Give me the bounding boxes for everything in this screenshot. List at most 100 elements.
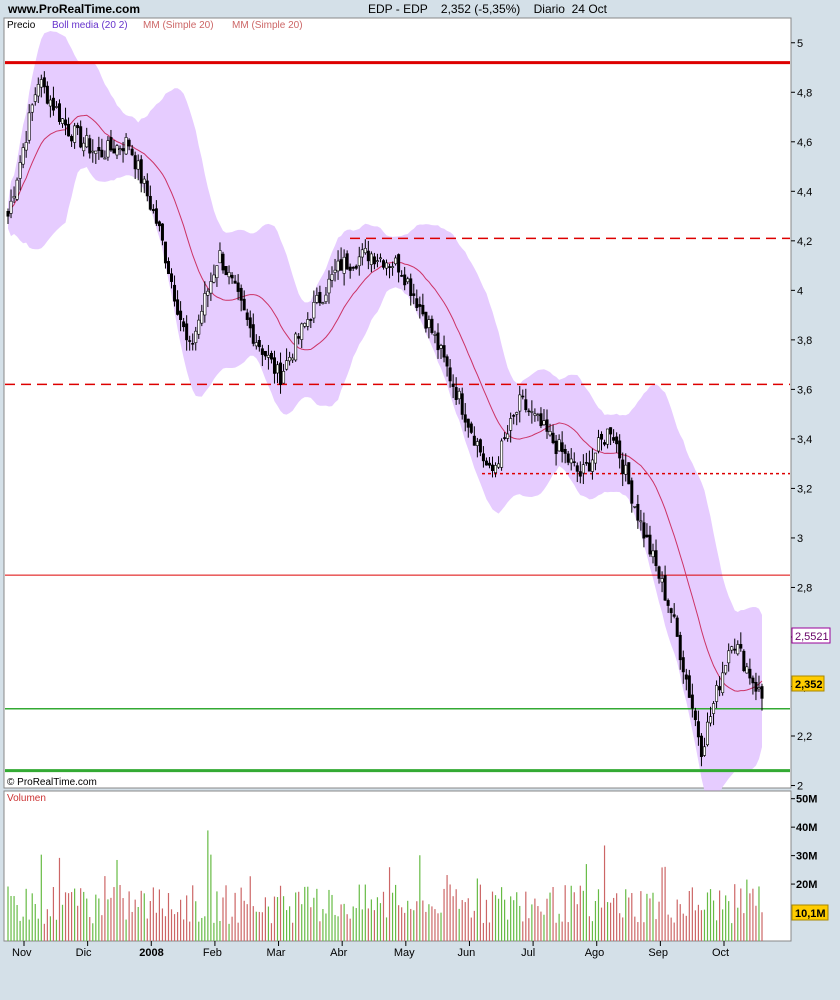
- price-tick-label: 2,8: [797, 582, 812, 594]
- candle-body: [24, 142, 28, 151]
- candle-body: [121, 148, 125, 152]
- candle-body: [566, 453, 570, 463]
- legend-price: Precio: [7, 20, 36, 31]
- price-tick-label: 4,6: [797, 137, 812, 149]
- candle-body: [79, 126, 83, 148]
- candle-body: [639, 520, 643, 523]
- candle-body: [460, 393, 464, 415]
- candle-body: [569, 458, 573, 464]
- candle-body: [394, 257, 398, 265]
- candle-body: [418, 304, 422, 307]
- candle-body: [333, 269, 337, 273]
- candle-body: [687, 675, 691, 698]
- candle-body: [618, 440, 622, 459]
- candle-body: [294, 333, 298, 361]
- candle-body: [754, 681, 758, 692]
- candle-body: [170, 273, 174, 282]
- candle-body: [433, 334, 437, 336]
- candle-body: [245, 312, 249, 320]
- candle-body: [297, 336, 301, 339]
- candle-body: [6, 211, 10, 217]
- last-volume-text: 10,1M: [795, 908, 826, 920]
- candle-body: [118, 148, 122, 150]
- candle-body: [718, 686, 722, 691]
- volume-panel: [3, 790, 792, 942]
- candle-body: [696, 721, 700, 738]
- candle-body: [309, 319, 313, 321]
- candle-body: [221, 253, 225, 271]
- candle-body: [70, 136, 74, 142]
- chart-title: EDP - EDP 2,352 (-5,35%) Diario 24 Oct: [368, 2, 607, 16]
- candle-body: [751, 677, 755, 684]
- price-tick-label: 4,8: [797, 87, 812, 99]
- candle-body: [166, 261, 170, 274]
- time-axis: Nov Dic 2008 Feb Mar Abr May Jun Jul Ago Sep Oct: [12, 941, 729, 959]
- candle-body: [593, 452, 597, 464]
- candle-body: [587, 462, 591, 472]
- price-tick-label: 3,4: [797, 434, 812, 446]
- candle-body: [397, 254, 401, 273]
- candle-body: [442, 345, 446, 358]
- copyright: © ProRealTime.com: [7, 777, 97, 788]
- candle-body: [627, 462, 631, 485]
- candle-body: [54, 106, 58, 108]
- candle-body: [82, 142, 86, 152]
- candle-body: [512, 415, 516, 417]
- candle-body: [554, 440, 558, 455]
- candle-body: [148, 195, 152, 210]
- candle-body: [672, 614, 676, 617]
- candle-body: [51, 97, 55, 111]
- candle-body: [699, 735, 703, 757]
- candle-body: [624, 464, 628, 475]
- candle-body: [681, 657, 685, 673]
- chart-header: www.ProRealTime.com EDP - EDP 2,352 (-5,…: [0, 0, 840, 18]
- candle-body: [318, 291, 322, 304]
- candle-body: [188, 340, 192, 342]
- candle-body: [224, 266, 228, 276]
- candle-body: [712, 703, 716, 714]
- candle-body: [342, 256, 346, 274]
- candle-body: [497, 463, 501, 468]
- candle-body: [109, 137, 113, 151]
- time-tick-label: Jul: [521, 947, 535, 959]
- candle-body: [757, 687, 761, 690]
- candle-body: [145, 180, 149, 197]
- candle-body: [469, 423, 473, 433]
- candle-body: [742, 650, 746, 672]
- candle-body: [690, 694, 694, 709]
- last-price-text: 2,352: [795, 679, 823, 691]
- candle-body: [285, 360, 289, 370]
- candle-body: [85, 135, 89, 148]
- candle-body: [200, 310, 204, 324]
- candle-body: [230, 274, 234, 279]
- candle-body: [548, 431, 552, 436]
- time-tick-label: May: [394, 947, 415, 959]
- candle-body: [154, 208, 158, 224]
- candle-body: [45, 85, 49, 104]
- candle-body: [596, 437, 600, 452]
- candle-body: [705, 721, 709, 746]
- candle-body: [739, 644, 743, 649]
- candle-body: [236, 282, 240, 292]
- price-tick-label: 2,2: [797, 731, 812, 743]
- candle-body: [590, 459, 594, 472]
- candle-body: [142, 178, 146, 184]
- candle-body: [748, 668, 752, 679]
- site-name[interactable]: www.ProRealTime.com: [8, 2, 141, 16]
- candle-body: [533, 413, 537, 416]
- candle-body: [269, 352, 273, 360]
- ma-value-text: 2,5521: [795, 631, 829, 643]
- candle-body: [678, 634, 682, 661]
- candle-body: [112, 148, 116, 154]
- candle-body: [530, 411, 534, 413]
- candle-body: [451, 383, 455, 387]
- price-tick-label: 4,4: [797, 186, 812, 198]
- candle-body: [503, 437, 507, 439]
- candle-body: [412, 293, 416, 296]
- candle-body: [212, 274, 216, 283]
- candle-body: [206, 290, 210, 296]
- candle-body: [336, 260, 340, 272]
- candle-body: [21, 147, 25, 165]
- candle-body: [463, 414, 467, 423]
- candle-body: [124, 137, 128, 155]
